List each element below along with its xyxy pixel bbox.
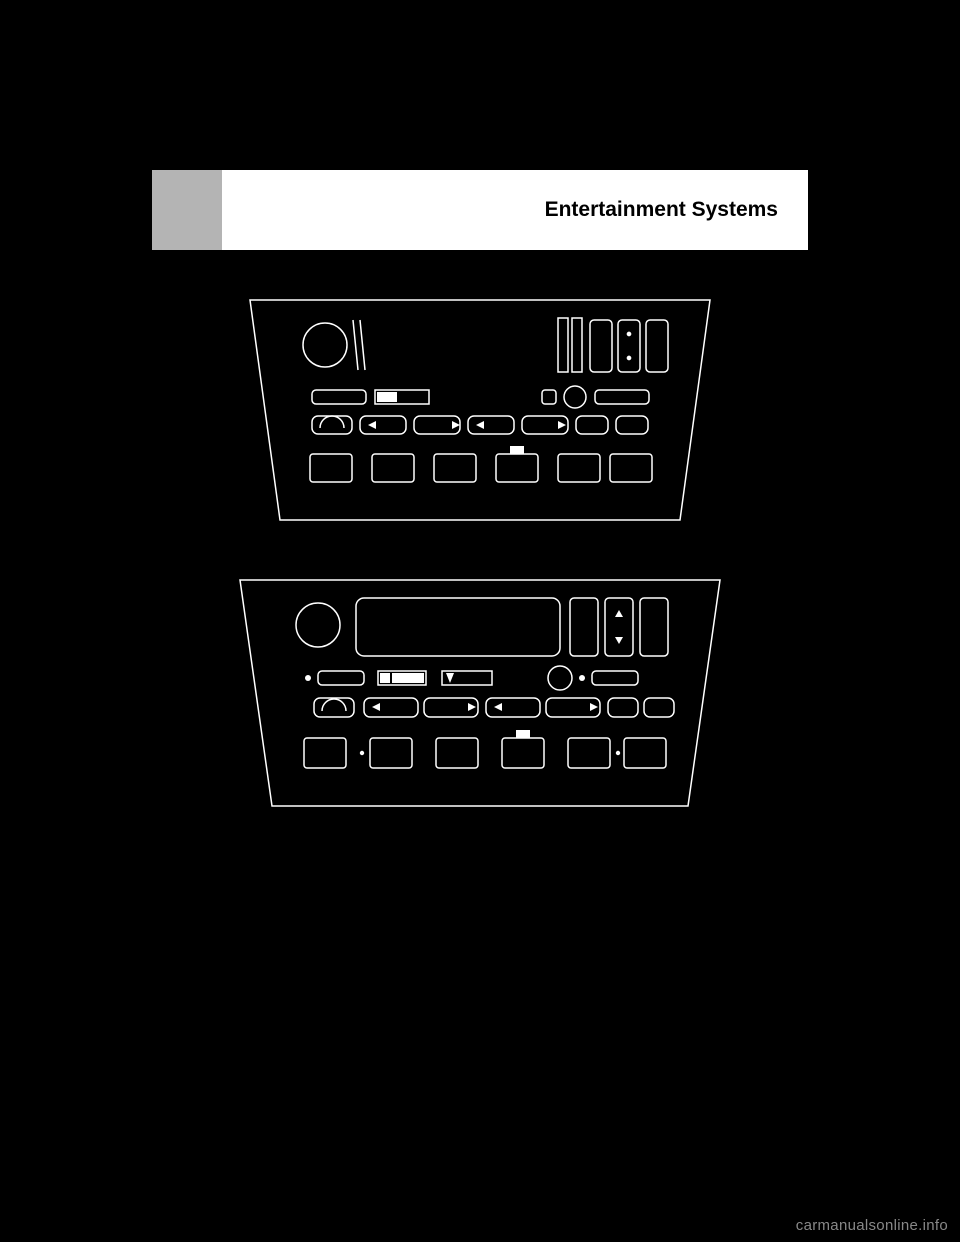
watermark: carmanualsonline.info [796,1217,948,1234]
radio-2-svg [210,570,750,816]
header-accent [152,170,222,250]
radio-1-svg [210,290,750,530]
header-main: Entertainment Systems [222,170,808,250]
page-title: Entertainment Systems [545,198,778,222]
page-content [152,250,808,816]
radio-diagram-2 [210,570,750,816]
radio-diagram-1 [210,290,750,530]
manual-page: Entertainment Systems [152,170,808,856]
page-header: Entertainment Systems [152,170,808,250]
